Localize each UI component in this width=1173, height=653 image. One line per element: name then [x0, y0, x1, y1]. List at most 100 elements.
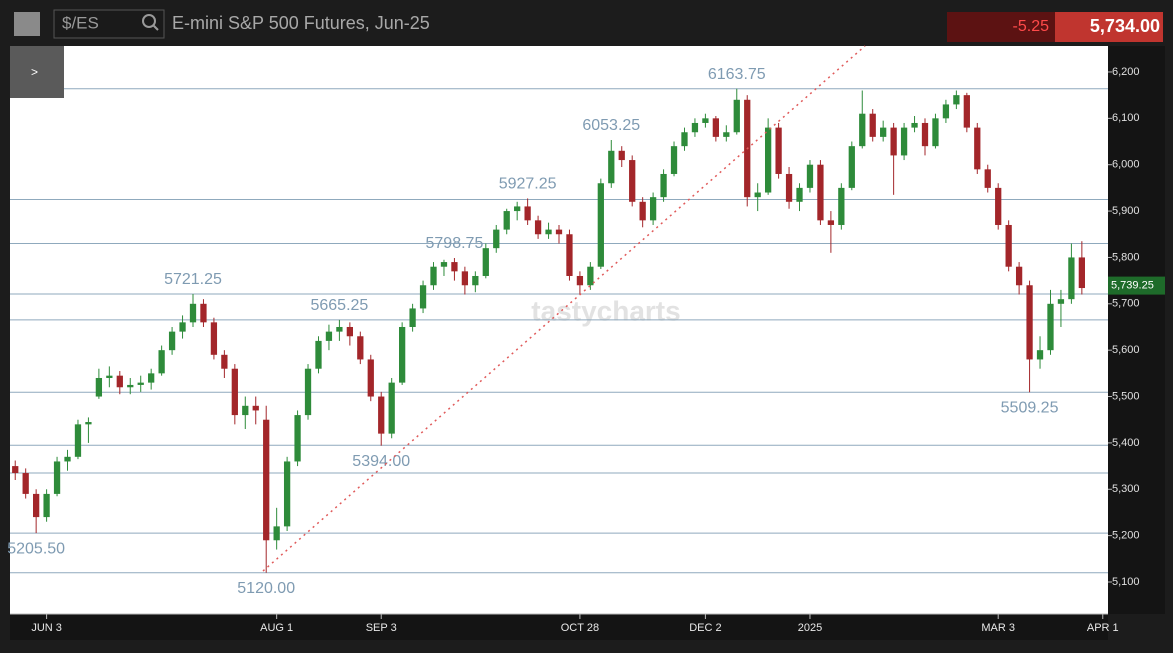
candle-body: [221, 354, 228, 369]
price: 5,734.00: [1090, 16, 1160, 36]
x-tick-label: 2025: [798, 622, 822, 634]
y-tick-label: 5,800: [1112, 251, 1140, 263]
candle-body: [723, 132, 730, 137]
candle-body: [503, 211, 510, 230]
instrument-title: E-mini S&P 500 Futures, Jun-25: [172, 13, 430, 33]
change: -5.25: [1013, 18, 1050, 35]
candle-body: [848, 146, 855, 188]
candle-body: [367, 359, 374, 397]
price-annotation: 5120.00: [237, 580, 295, 597]
candle-body: [932, 118, 939, 147]
candle-body: [555, 229, 563, 235]
candle-body: [472, 275, 479, 286]
candle-body: [608, 150, 615, 184]
candle-body: [430, 266, 437, 286]
candle-body: [304, 368, 312, 416]
candle-body: [1005, 224, 1012, 267]
candle-body: [294, 415, 301, 462]
candle-body: [252, 405, 259, 411]
candle-body: [64, 456, 71, 462]
price-annotation: 6163.75: [708, 66, 766, 83]
candle-body: [106, 375, 113, 378]
candle-body: [1015, 266, 1023, 286]
price-annotation: 5509.25: [1001, 399, 1059, 416]
candle-body: [921, 122, 929, 147]
candle-body: [482, 248, 489, 276]
candle-body: [409, 308, 416, 327]
candle-body: [158, 350, 165, 374]
candle-body: [263, 419, 270, 541]
y-tick-label: 5,900: [1112, 205, 1140, 217]
candle-body: [806, 164, 814, 188]
candle-body: [210, 322, 218, 355]
candle-body: [629, 160, 636, 202]
price-annotation: 5665.25: [310, 297, 368, 314]
candle-body: [189, 303, 197, 323]
y-tick-label: 5,500: [1112, 390, 1140, 402]
candle-body: [33, 493, 40, 518]
candle-body: [785, 173, 793, 202]
candle-body: [315, 340, 322, 369]
price-annotation: 6053.25: [582, 117, 640, 134]
last-price-label: 5,739.25: [1111, 280, 1154, 292]
candle-body: [733, 99, 740, 133]
price-annotation: 5394.00: [352, 453, 410, 470]
x-tick-label: APR 1: [1087, 622, 1119, 634]
candle-body: [388, 382, 395, 434]
candle-body: [451, 262, 458, 272]
toggle-label: >: [31, 65, 38, 79]
candle-body: [670, 146, 678, 174]
candle-body: [639, 201, 646, 221]
candle-body: [712, 118, 719, 137]
candle-body: [85, 422, 92, 425]
candle-body: [127, 384, 134, 388]
candle-body: [419, 285, 427, 309]
candle-body: [1026, 285, 1033, 360]
y-tick-label: 5,300: [1112, 483, 1140, 495]
candle-body: [880, 127, 887, 137]
y-tick-label: 5,200: [1112, 530, 1140, 542]
y-tick-label: 6,200: [1112, 66, 1140, 78]
y-tick-label: 5,400: [1112, 437, 1140, 449]
candle-body: [1057, 299, 1065, 304]
candle-body: [12, 466, 19, 474]
candle-body: [399, 326, 406, 383]
candle-body: [1068, 257, 1075, 300]
price-annotation: 5798.75: [426, 235, 484, 252]
price-annotation: 5927.25: [499, 176, 557, 193]
candle-body: [53, 461, 61, 494]
search-box[interactable]: [53, 9, 165, 39]
menu-icon[interactable]: [14, 12, 40, 36]
candle-body: [859, 113, 866, 147]
candle-body: [231, 368, 238, 416]
x-tick-label: JUN 3: [31, 622, 62, 634]
candle-body: [597, 183, 604, 267]
candle-body: [754, 192, 761, 198]
candle-body: [765, 127, 772, 193]
candle-body: [576, 275, 584, 286]
candle-body: [137, 382, 144, 385]
candle-body: [942, 104, 950, 119]
candle-body: [461, 271, 469, 286]
candle-body: [974, 127, 981, 170]
y-tick-label: 5,600: [1112, 344, 1140, 356]
candle-body: [357, 336, 364, 360]
x-tick-label: DEC 2: [689, 622, 721, 634]
x-tick-label: AUG 1: [260, 622, 293, 634]
candle-body: [43, 493, 50, 518]
price-annotation: 5205.50: [7, 540, 65, 557]
y-tick-label: 5,700: [1112, 298, 1140, 310]
candle-body: [817, 164, 824, 221]
candle-body: [618, 150, 625, 161]
candle-body: [242, 405, 249, 416]
change-box: [947, 12, 1055, 42]
candle-body: [911, 122, 918, 128]
candle-body: [963, 95, 970, 128]
candle-body: [691, 122, 699, 133]
toggle-button[interactable]: [10, 46, 64, 98]
plot-area: [10, 46, 1108, 614]
price-axis: [1108, 46, 1165, 614]
candle-body: [148, 373, 155, 383]
x-tick-label: OCT 28: [561, 622, 599, 634]
